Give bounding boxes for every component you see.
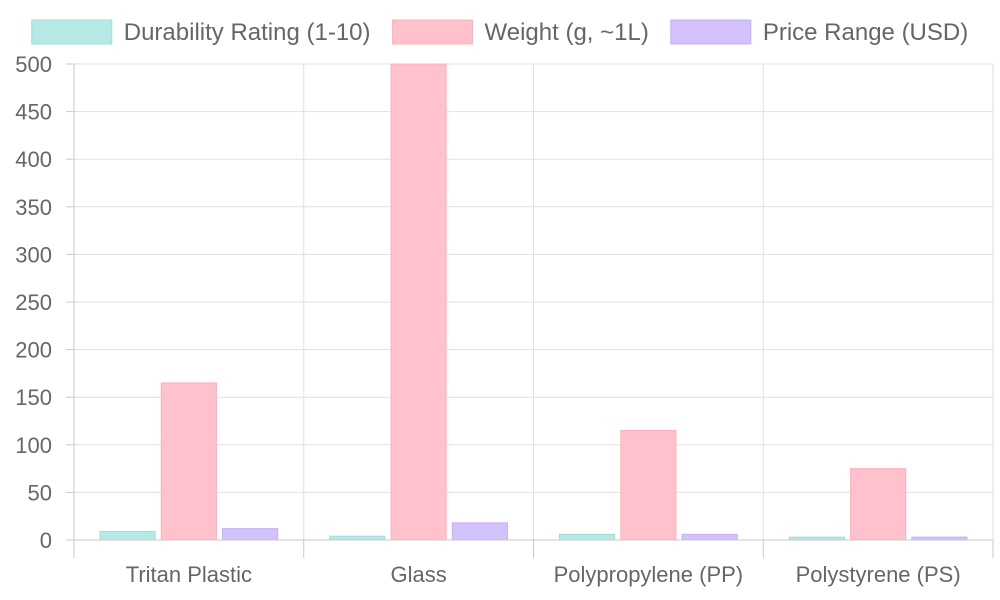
chart-grid bbox=[74, 63, 994, 541]
bar-1-2[interactable] bbox=[329, 535, 386, 541]
bar-2-1[interactable] bbox=[160, 382, 217, 541]
legend-swatch bbox=[392, 19, 474, 45]
bar-2-3[interactable] bbox=[620, 430, 677, 541]
legend-item-1[interactable]: Durability Rating (1-10) bbox=[31, 19, 371, 46]
bar-1-1[interactable] bbox=[99, 530, 156, 541]
legend-label: Price Range (USD) bbox=[763, 19, 968, 46]
y-tick-label: 300 bbox=[15, 242, 52, 267]
chart-axes: 0 50 100 150 200 250 300 350 400 450 500 Tritan Pla… bbox=[15, 52, 994, 587]
bar-3-3[interactable] bbox=[681, 533, 738, 541]
y-tick-label: 150 bbox=[15, 385, 52, 410]
bar-3-2[interactable] bbox=[451, 522, 508, 541]
x-tick-label: Tritan Plastic bbox=[126, 562, 252, 587]
bar-3-1[interactable] bbox=[222, 528, 279, 541]
y-tick-label: 500 bbox=[15, 52, 52, 77]
x-tick-label: Polypropylene (PP) bbox=[554, 562, 744, 587]
y-tick-label: 200 bbox=[15, 338, 52, 363]
bar-2-2[interactable] bbox=[390, 63, 447, 541]
legend-label: Durability Rating (1-10) bbox=[124, 19, 371, 46]
y-tick-label: 350 bbox=[15, 195, 52, 220]
legend-swatch bbox=[670, 19, 752, 45]
chart-bars bbox=[99, 63, 968, 541]
y-tick-label: 100 bbox=[15, 433, 52, 458]
y-tick-label: 250 bbox=[15, 290, 52, 315]
y-tick-label: 0 bbox=[40, 528, 52, 553]
bar-2-4[interactable] bbox=[850, 468, 907, 541]
x-tick-label: Glass bbox=[391, 562, 447, 587]
chart-legend[interactable]: Durability Rating (1-10) Weight (g, ~1L) P… bbox=[31, 19, 968, 46]
legend-item-2[interactable]: Weight (g, ~1L) bbox=[392, 19, 649, 46]
x-tick-label: Polystyrene (PS) bbox=[796, 562, 961, 587]
legend-label: Weight (g, ~1L) bbox=[485, 19, 649, 46]
y-tick-label: 400 bbox=[15, 147, 52, 172]
legend-swatch bbox=[31, 19, 113, 45]
y-tick-label: 50 bbox=[28, 480, 52, 505]
bar-1-3[interactable] bbox=[559, 533, 616, 541]
legend-item-3[interactable]: Price Range (USD) bbox=[670, 19, 968, 46]
y-tick-label: 450 bbox=[15, 100, 52, 125]
